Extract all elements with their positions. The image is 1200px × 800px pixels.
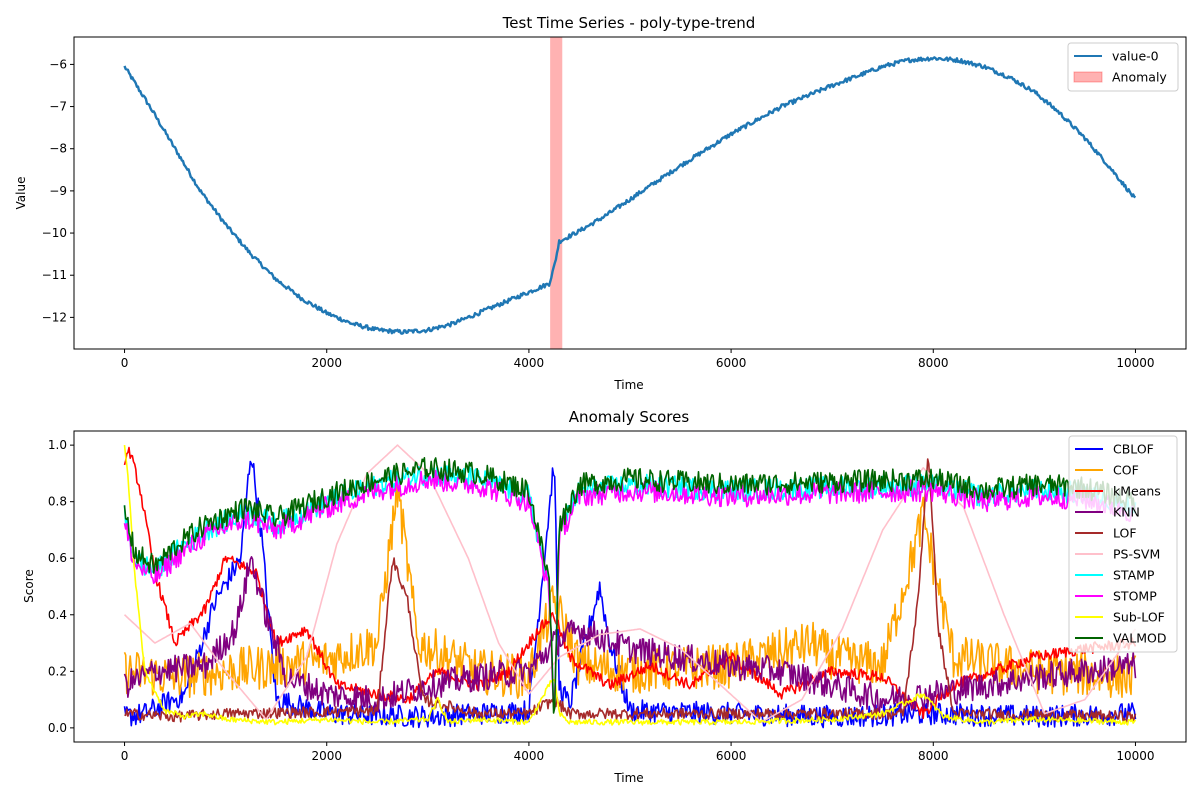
y-tick-label: −7 bbox=[49, 100, 67, 114]
y-tick-label: −10 bbox=[42, 226, 67, 240]
chart-title: Test Time Series - poly-type-trend bbox=[502, 14, 756, 32]
legend-label: Anomaly bbox=[1112, 70, 1167, 85]
y-tick-label: −6 bbox=[49, 57, 67, 71]
series-line-ps-svm bbox=[123, 444, 1137, 723]
x-tick-label: 6000 bbox=[716, 356, 747, 370]
series-line-lof bbox=[124, 458, 1137, 723]
anomaly-band bbox=[550, 37, 563, 349]
y-tick-label: 0.6 bbox=[48, 551, 67, 565]
legend-label: LOF bbox=[1113, 526, 1137, 541]
y-tick-label: 0.0 bbox=[48, 721, 67, 735]
legend-label: STOMP bbox=[1113, 589, 1157, 604]
legend-label: Sub-LOF bbox=[1113, 610, 1165, 625]
y-axis-label: Value bbox=[14, 177, 28, 210]
x-tick-label: 2000 bbox=[311, 749, 342, 763]
series-line-value-0 bbox=[123, 56, 1137, 335]
y-tick-label: 0.2 bbox=[48, 664, 67, 678]
x-axis-label: Time bbox=[613, 378, 643, 392]
x-tick-label: 10000 bbox=[1116, 356, 1154, 370]
anomaly-scores-chart: Anomaly Scores Time Score 0 2000 4000 6000 8… bbox=[22, 408, 1187, 785]
legend: CBLOF COF kMeans KNN LOF PS-SVM STAMP STOMP Sub-… bbox=[1068, 435, 1178, 653]
y-tick-label: −8 bbox=[49, 142, 67, 156]
legend-swatch bbox=[1073, 71, 1103, 83]
series-line-cblof bbox=[123, 460, 1137, 729]
x-tick-label: 4000 bbox=[514, 749, 545, 763]
plot-frame bbox=[73, 36, 1187, 350]
legend: value-0 Anomaly bbox=[1067, 42, 1179, 92]
y-tick-label: −9 bbox=[49, 184, 67, 198]
plot-frame bbox=[73, 430, 1187, 743]
x-tick-label: 0 bbox=[121, 356, 129, 370]
x-tick-label: 4000 bbox=[514, 356, 545, 370]
x-axis-label: Time bbox=[613, 771, 643, 785]
y-axis-label: Score bbox=[22, 569, 36, 603]
legend-label: CBLOF bbox=[1113, 442, 1154, 457]
legend-label: PS-SVM bbox=[1113, 547, 1160, 562]
series-line-valmod bbox=[123, 457, 1137, 714]
legend-label: value-0 bbox=[1112, 49, 1159, 64]
x-tick-label: 6000 bbox=[716, 749, 747, 763]
chart-title: Anomaly Scores bbox=[569, 408, 690, 426]
x-tick-label: 8000 bbox=[918, 749, 949, 763]
y-tick-label: 0.4 bbox=[48, 608, 67, 622]
series-line-knn bbox=[123, 556, 1137, 714]
legend-label: KNN bbox=[1113, 505, 1140, 520]
y-tick-label: 1.0 bbox=[48, 438, 67, 452]
x-tick-label: 10000 bbox=[1116, 749, 1154, 763]
x-tick-label: 8000 bbox=[918, 356, 949, 370]
legend-label: kMeans bbox=[1113, 484, 1161, 499]
legend-label: STAMP bbox=[1113, 568, 1155, 583]
time-series-chart: Test Time Series - poly-type-trend Time … bbox=[14, 14, 1187, 392]
y-tick-label: 0.8 bbox=[48, 495, 67, 509]
series-line-sub-lof bbox=[123, 445, 1137, 726]
y-tick-label: −12 bbox=[42, 310, 67, 324]
y-tick-label: −11 bbox=[42, 268, 67, 282]
x-tick-label: 2000 bbox=[311, 356, 342, 370]
legend-label: VALMOD bbox=[1113, 631, 1167, 646]
x-tick-label: 0 bbox=[121, 749, 129, 763]
legend-label: COF bbox=[1113, 463, 1139, 478]
